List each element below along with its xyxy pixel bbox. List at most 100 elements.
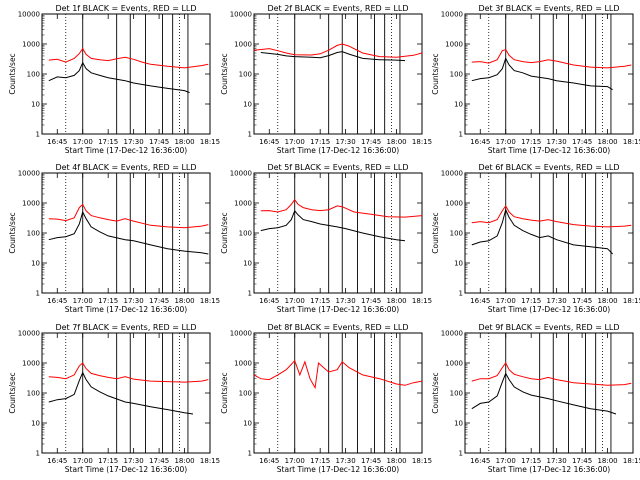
x-tick-label: 18:00: [174, 297, 194, 305]
x-tick-label: 16:45: [470, 457, 490, 465]
y-tick-label: 10: [243, 101, 252, 109]
panel-title: Det 9f BLACK = Events, RED = LLD: [478, 323, 619, 332]
plot-frame: [464, 172, 634, 294]
x-tick-label: 17:45: [149, 138, 169, 146]
y-tick-label: 1000: [22, 360, 40, 368]
series-lld: [48, 47, 209, 69]
y-tick-label: 1000: [22, 200, 40, 208]
y-tick-label: 10: [454, 420, 463, 428]
y-axis-label: Counts/sec: [8, 372, 17, 413]
panel-title: Det 1f BLACK = Events, RED = LLD: [55, 4, 196, 13]
plot-frame: [253, 332, 423, 454]
panel-title: Det 5f BLACK = Events, RED = LLD: [267, 163, 408, 172]
y-axis-label: Counts/sec: [220, 53, 229, 94]
y-tick-label: 100: [27, 390, 40, 398]
x-axis-label: Start Time (17-Dec-12 16:36:00): [277, 305, 399, 314]
y-tick-label: 10: [31, 260, 40, 268]
x-tick-label: 17:15: [98, 457, 118, 465]
x-tick-label: 18:15: [623, 138, 640, 146]
x-tick-label: 18:15: [200, 138, 220, 146]
y-tick-label: 100: [239, 390, 252, 398]
y-tick-label: 10: [454, 260, 463, 268]
y-tick-label: 100: [27, 230, 40, 238]
y-tick-label: 1: [459, 290, 463, 298]
plot-frame: [253, 13, 423, 135]
y-tick-label: 1000: [445, 41, 463, 49]
panel-2: Det 2f BLACK = Events, RED = LLD 1 10 100 10…: [220, 4, 432, 155]
x-tick-label: 17:45: [361, 457, 381, 465]
y-tick-label: 1: [36, 131, 40, 139]
series-lld: [48, 362, 209, 383]
x-axis-label: Start Time (17-Dec-12 16:36:00): [277, 465, 399, 474]
series-events: [471, 372, 617, 415]
series-events: [471, 57, 613, 91]
y-tick-label: 100: [27, 71, 40, 79]
y-tick-label: 10000: [230, 330, 252, 338]
series-lld: [471, 49, 632, 69]
x-tick-label: 17:45: [361, 138, 381, 146]
y-tick-label: 100: [450, 71, 463, 79]
y-tick-label: 10: [31, 420, 40, 428]
x-tick-label: 17:30: [336, 457, 356, 465]
panel-5: Det 5f BLACK = Events, RED = LLD 1 10 100 10…: [220, 163, 432, 314]
x-tick-label: 17:45: [149, 457, 169, 465]
x-tick-label: 16:45: [47, 297, 67, 305]
x-tick-label: 17:45: [149, 297, 169, 305]
y-tick-label: 10000: [230, 11, 252, 19]
x-tick-label: 18:15: [623, 457, 640, 465]
x-tick-label: 16:45: [47, 457, 67, 465]
series-lld: [253, 43, 423, 58]
x-tick-label: 17:45: [572, 297, 592, 305]
x-tick-label: 18:00: [386, 297, 406, 305]
y-tick-label: 1: [36, 450, 40, 458]
x-tick-label: 18:00: [597, 457, 617, 465]
x-tick-label: 17:00: [73, 297, 93, 305]
series-events: [48, 210, 209, 255]
x-tick-label: 17:30: [124, 297, 144, 305]
y-tick-label: 10000: [441, 11, 463, 19]
y-tick-label: 10000: [230, 170, 252, 178]
plot-frame: [41, 13, 211, 135]
x-tick-label: 16:45: [259, 297, 279, 305]
x-tick-label: 17:00: [73, 457, 93, 465]
plot-frame: [464, 13, 634, 135]
y-tick-label: 1000: [234, 41, 252, 49]
series-lld: [471, 362, 632, 386]
x-tick-label: 16:45: [470, 297, 490, 305]
y-tick-label: 10: [243, 420, 252, 428]
y-tick-label: 1: [459, 131, 463, 139]
x-tick-label: 17:00: [496, 457, 516, 465]
y-tick-label: 10000: [441, 330, 463, 338]
series-lld: [253, 359, 423, 390]
x-tick-label: 17:30: [336, 138, 356, 146]
y-tick-label: 1000: [445, 360, 463, 368]
y-tick-label: 1: [459, 450, 463, 458]
x-tick-label: 18:00: [597, 297, 617, 305]
y-tick-label: 10000: [18, 11, 40, 19]
y-axis-label: Counts/sec: [220, 372, 229, 413]
panel-4: Det 4f BLACK = Events, RED = LLD 1 10 100 10…: [8, 163, 220, 314]
x-tick-label: 16:45: [259, 138, 279, 146]
panel-title: Det 6f BLACK = Events, RED = LLD: [478, 163, 619, 172]
x-tick-label: 17:00: [285, 138, 305, 146]
panel-title: Det 4f BLACK = Events, RED = LLD: [55, 163, 196, 172]
y-tick-label: 10: [243, 260, 252, 268]
y-tick-label: 10000: [18, 330, 40, 338]
panel-title: Det 3f BLACK = Events, RED = LLD: [478, 4, 619, 13]
x-tick-label: 18:00: [174, 457, 194, 465]
panel-6: Det 6f BLACK = Events, RED = LLD 1 10 100 10…: [431, 163, 640, 314]
panel-3: Det 3f BLACK = Events, RED = LLD 1 10 100 10…: [431, 4, 640, 155]
x-tick-label: 17:15: [98, 297, 118, 305]
series-lld: [48, 203, 209, 229]
x-tick-label: 17:45: [572, 457, 592, 465]
plot-frame: [41, 172, 211, 294]
panel-1: Det 1f BLACK = Events, RED = LLD 1 10 100 10…: [8, 4, 220, 155]
x-tick-label: 17:00: [496, 297, 516, 305]
y-tick-label: 1000: [22, 41, 40, 49]
x-tick-label: 17:00: [285, 297, 305, 305]
y-tick-label: 1: [36, 290, 40, 298]
y-tick-label: 10: [31, 101, 40, 109]
series-lld: [260, 198, 423, 218]
y-tick-label: 1000: [445, 200, 463, 208]
x-tick-label: 17:00: [496, 138, 516, 146]
